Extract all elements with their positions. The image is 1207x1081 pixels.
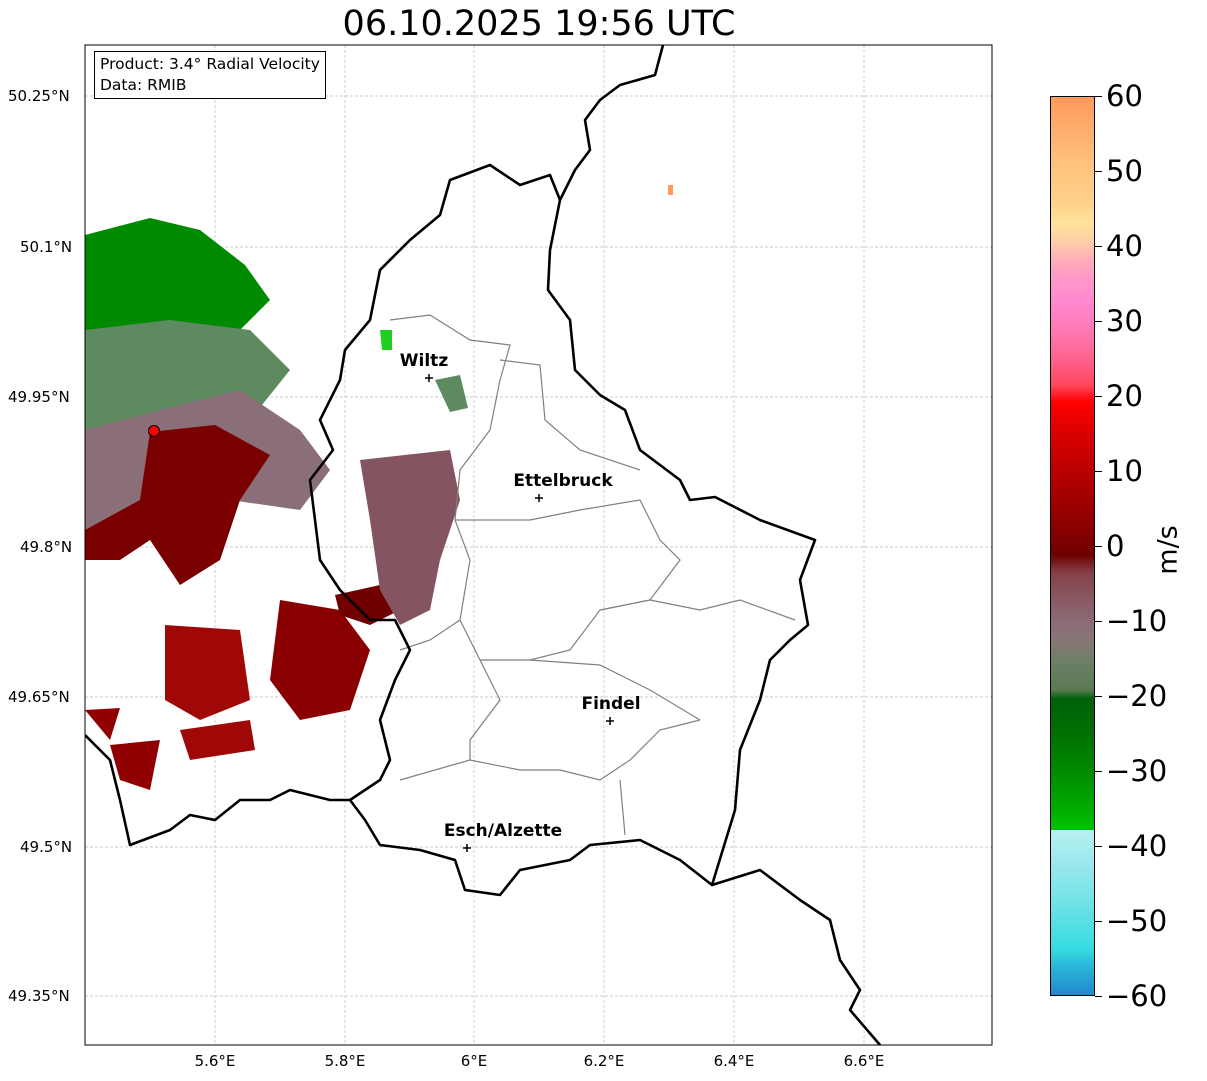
colorbar-tick-mark [1095,771,1102,772]
colorbar-tick-label: 20 [1106,379,1143,413]
x-tick-label: 6.2°E [583,1052,625,1070]
colorbar-tick-label: −10 [1106,604,1168,638]
colorbar-tick-label: −50 [1106,904,1168,938]
y-tick-label: 49.95°N [8,388,70,406]
y-tick-label: 49.8°N [20,538,73,556]
x-tick-label: 6.4°E [713,1052,755,1070]
colorbar-tick-mark [1095,321,1102,322]
colorbar-tick-mark [1095,246,1102,247]
colorbar-unit-label: m/s [1152,525,1184,575]
city-label-findel: Findel [581,694,641,714]
colorbar-tick-label: 30 [1106,304,1143,338]
colorbar-tick-label: −40 [1106,829,1168,863]
map-frame [84,44,993,1046]
colorbar-tick-mark [1095,621,1102,622]
colorbar-tick-mark [1095,921,1102,922]
city-label-ettelbruck: Ettelbruck [513,471,613,491]
info-box: Product: 3.4° Radial Velocity Data: RMIB [94,51,326,99]
colorbar-cyan-section [1050,830,1095,996]
radar-echoes [85,185,673,790]
x-tick-label: 6.6°E [843,1052,885,1070]
colorbar-tick-label: 60 [1106,79,1143,113]
map-title: 06.10.2025 19:56 UTC [342,4,736,44]
colorbar-tick-mark [1095,96,1102,97]
x-tick-label: 5.8°E [324,1052,366,1070]
colorbar-tick-label: −60 [1106,979,1168,1013]
y-tick-label: 49.35°N [8,987,70,1005]
y-tick-label: 50.1°N [20,238,73,256]
colorbar-tick-mark [1095,846,1102,847]
country-borders [85,45,881,1045]
radar-site-marker [148,425,160,437]
colorbar-tick-mark [1095,396,1102,397]
colorbar-tick-label: 10 [1106,454,1143,488]
colorbar-tick-mark [1095,471,1102,472]
city-markers [425,374,614,852]
colorbar-tick-label: −30 [1106,754,1168,788]
city-label-esch-alzette: Esch/Alzette [443,821,563,841]
y-tick-label: 49.65°N [8,688,70,706]
colorbar-tick-mark [1095,171,1102,172]
y-tick-label: 49.5°N [20,838,73,856]
colorbar-tick-mark [1095,546,1102,547]
x-tick-label: 5.6°E [194,1052,236,1070]
colorbar-tick-label: 40 [1106,229,1143,263]
y-tick-label: 50.25°N [8,87,70,105]
colorbar-tick-mark [1095,696,1102,697]
colorbar-tick-label: −20 [1106,679,1168,713]
product-label: Product: 3.4° Radial Velocity [100,55,320,73]
radar-map [84,44,993,1046]
data-source-label: Data: RMIB [100,76,187,94]
x-tick-label: 6°E [460,1052,488,1070]
colorbar-tick-label: 50 [1106,154,1143,188]
canton-borders [389,314,796,836]
colorbar-tick-label: 0 [1106,529,1125,563]
city-label-wiltz: Wiltz [399,351,449,371]
colorbar-tick-mark [1095,996,1102,997]
